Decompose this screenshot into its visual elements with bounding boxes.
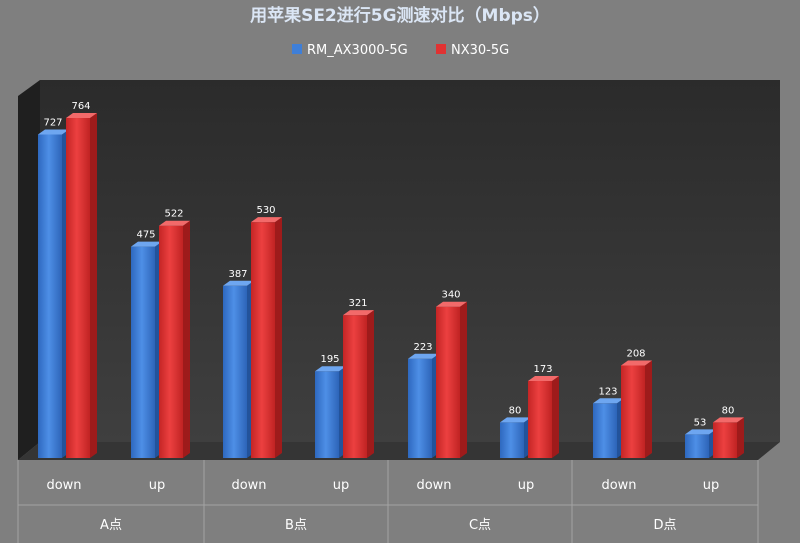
category-label: down	[416, 478, 451, 493]
bar-rm-ax3000-3	[315, 366, 346, 458]
category-label: down	[46, 478, 81, 493]
bar-side	[90, 113, 97, 459]
bar-top	[159, 220, 190, 226]
legend: RM_AX3000-5G NX30-5G	[292, 43, 509, 58]
bar-top	[251, 217, 282, 223]
bar-front	[66, 118, 90, 459]
bar-rm-ax3000-2	[223, 280, 254, 458]
value-label-rm-ax3000-4: 223	[413, 342, 432, 353]
category-table: down up down up down up down up A点 B点 C点…	[17, 460, 759, 543]
category-label: up	[333, 478, 350, 493]
value-label-nx30-1: 522	[164, 209, 183, 220]
group-label-c: C点	[469, 518, 491, 533]
bar-top	[408, 353, 439, 359]
value-label-rm-ax3000-3: 195	[320, 354, 339, 365]
value-label-rm-ax3000-0: 727	[43, 117, 62, 128]
bar-top	[593, 398, 624, 404]
category-label: down	[601, 478, 636, 493]
bar-side	[645, 360, 652, 458]
group-label-d: D点	[653, 518, 676, 533]
bar-front	[528, 381, 552, 458]
value-label-nx30-2: 530	[256, 205, 275, 216]
bar-front	[315, 371, 339, 458]
plot-floor	[18, 442, 780, 460]
value-label-rm-ax3000-1: 475	[136, 230, 155, 241]
bar-nx30-5	[528, 376, 559, 458]
bar-rm-ax3000-0	[38, 129, 69, 459]
category-label: up	[518, 478, 535, 493]
value-label-rm-ax3000-2: 387	[228, 269, 247, 280]
value-label-rm-ax3000-7: 53	[694, 417, 707, 428]
bar-rm-ax3000-6	[593, 398, 624, 458]
bar-top	[436, 301, 467, 307]
bar-rm-ax3000-4	[408, 353, 439, 458]
legend-swatch-nx30	[436, 44, 446, 54]
bar-nx30-7	[713, 417, 744, 458]
bar-front	[593, 403, 617, 458]
bar-nx30-3	[343, 310, 374, 458]
bar-side	[367, 310, 374, 458]
value-label-nx30-4: 340	[441, 290, 460, 301]
value-label-nx30-3: 321	[348, 298, 367, 309]
bar-front	[159, 225, 183, 458]
bar-top	[528, 376, 559, 382]
bar-top	[66, 113, 97, 119]
value-label-nx30-6: 208	[626, 348, 645, 359]
bar-side	[183, 220, 190, 458]
bar-rm-ax3000-5	[500, 417, 531, 458]
bar-side	[737, 417, 744, 458]
bar-front	[251, 222, 275, 458]
bar-top	[38, 129, 69, 135]
bar-top	[343, 310, 374, 316]
bar-nx30-4	[436, 301, 467, 458]
bar-front	[38, 134, 62, 459]
bar-rm-ax3000-7	[685, 429, 716, 458]
bar-top	[685, 429, 716, 435]
bar-side	[460, 301, 467, 458]
bar-front	[408, 358, 432, 458]
bar-front	[131, 246, 155, 458]
legend-swatch-rm-ax3000	[292, 44, 302, 54]
value-label-nx30-0: 764	[71, 101, 90, 112]
bar-front	[685, 434, 709, 458]
bar-nx30-2	[251, 217, 282, 458]
bar-front	[343, 315, 367, 458]
bar-top	[621, 360, 652, 366]
category-label: up	[703, 478, 720, 493]
plot-left-wall	[18, 80, 40, 460]
legend-label-rm-ax3000: RM_AX3000-5G	[307, 43, 408, 58]
bar-top	[131, 241, 162, 247]
bar-top	[500, 417, 531, 423]
bar-front	[223, 285, 247, 458]
category-label: down	[231, 478, 266, 493]
bar-front	[713, 422, 737, 458]
bar-side	[275, 217, 282, 458]
bar-nx30-1	[159, 220, 190, 458]
bar-front	[500, 422, 524, 458]
bar-top	[713, 417, 744, 423]
bar-front	[436, 306, 460, 458]
chart-title: 用苹果SE2进行5G测速对比（Mbps）	[250, 5, 550, 26]
bar-nx30-6	[621, 360, 652, 458]
value-label-nx30-7: 80	[722, 405, 735, 416]
bar-nx30-0	[66, 113, 97, 459]
bar-front	[621, 365, 645, 458]
bars-layer: 727 764 475 522 387 530 195 321 223 340 80 173 123 20…	[38, 101, 744, 459]
bar-side	[552, 376, 559, 458]
group-label-a: A点	[100, 518, 122, 533]
bar-rm-ax3000-1	[131, 241, 162, 458]
bar-top	[223, 280, 254, 286]
category-label: up	[149, 478, 166, 493]
group-label-b: B点	[285, 518, 307, 533]
value-label-rm-ax3000-6: 123	[598, 386, 617, 397]
legend-label-nx30: NX30-5G	[451, 43, 509, 58]
value-label-rm-ax3000-5: 80	[509, 405, 522, 416]
bar-top	[315, 366, 346, 372]
value-label-nx30-5: 173	[533, 364, 552, 375]
